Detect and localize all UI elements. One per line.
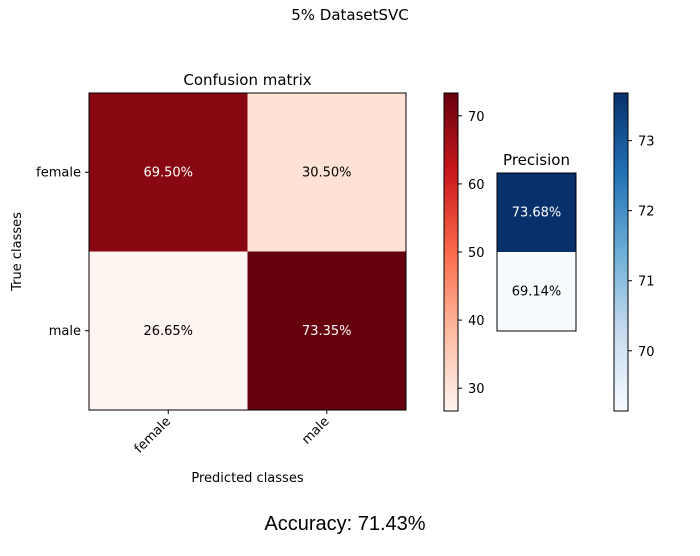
colorbar-tick-label: 72: [638, 205, 655, 220]
precision-frame: [496, 172, 577, 332]
colorbar-gradient: [613, 92, 629, 412]
y-tick-label: female: [36, 165, 81, 180]
heatmap-cell: [247, 93, 406, 252]
colorbar-tick-label: 50: [468, 246, 485, 261]
cell-value-label: 69.50%: [143, 165, 193, 180]
figure-suptitle: 5% DatasetSVC: [291, 6, 409, 24]
x-tick-label: female: [132, 414, 174, 456]
precision-cell: [497, 173, 576, 252]
precision-value-label: 73.68%: [512, 206, 562, 221]
confusion-matrix-chart: Confusion matrix 69.50% 30.50% 26.65% 73.35%…: [10, 71, 407, 486]
y-tick-label: male: [49, 324, 81, 339]
accuracy-label: Accuracy: 71.43%: [264, 513, 426, 535]
colorbar-tick-label: 40: [468, 314, 485, 329]
confusion-matrix-title: Confusion matrix: [183, 71, 311, 89]
precision-colorbar: 70 71 72 73: [613, 92, 655, 412]
colorbar-tick-label: 71: [638, 275, 655, 290]
precision-cell: [497, 252, 576, 331]
colorbar-tick-label: 70: [468, 110, 485, 125]
colorbar-tick-label: 30: [468, 382, 485, 397]
colorbar-tick-label: 73: [638, 135, 655, 150]
precision-value-label: 69.14%: [512, 285, 562, 300]
x-axis-label: Predicted classes: [191, 471, 303, 486]
heatmap-cell: [89, 251, 248, 410]
confusion-matrix-colorbar: 30 40 50 60 70: [443, 92, 485, 412]
heatmap-cell: [247, 251, 406, 410]
axes-frame: [88, 92, 407, 411]
colorbar-tick-label: 70: [638, 345, 655, 360]
precision-chart: Precision 73.68% 69.14%: [496, 151, 577, 332]
colorbar-tick-label: 60: [468, 178, 485, 193]
cell-value-label: 30.50%: [302, 165, 352, 180]
x-tick-label: male: [299, 414, 332, 447]
colorbar-gradient: [443, 92, 459, 412]
y-axis-label: True classes: [10, 212, 25, 292]
precision-title: Precision: [503, 151, 570, 169]
heatmap-cell: [89, 93, 248, 252]
cell-value-label: 26.65%: [143, 324, 193, 339]
cell-value-label: 73.35%: [302, 324, 352, 339]
